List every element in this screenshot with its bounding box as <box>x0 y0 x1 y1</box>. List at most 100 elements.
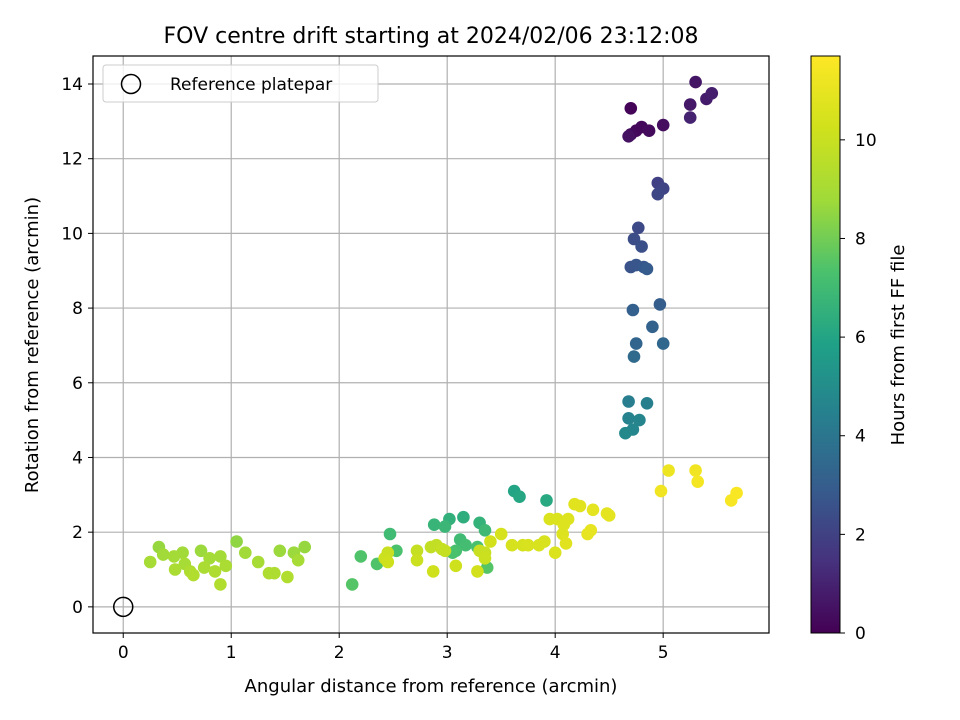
legend-entry: Reference platepar <box>170 75 332 95</box>
data-point <box>494 527 508 541</box>
data-point <box>471 565 484 578</box>
data-point <box>689 464 702 477</box>
data-point <box>622 130 635 143</box>
y-tick-label: 0 <box>72 598 83 618</box>
data-point <box>194 544 208 558</box>
data-point <box>410 553 424 567</box>
y-tick-label: 8 <box>72 299 83 319</box>
data-point <box>642 124 656 137</box>
data-point <box>197 561 211 574</box>
data-point <box>540 494 553 507</box>
data-points <box>143 75 743 591</box>
data-point <box>521 538 535 552</box>
data-point <box>629 337 643 350</box>
colorbar-tick-label: 6 <box>855 328 866 348</box>
data-point <box>691 475 704 489</box>
colorbar-label: Hours from first FF file <box>888 245 909 446</box>
data-point <box>730 486 743 500</box>
data-point <box>640 397 654 410</box>
x-tick-label: 0 <box>118 643 129 663</box>
colorbar-tick-label: 10 <box>855 131 877 151</box>
data-point <box>187 568 200 582</box>
plot-frame <box>92 55 770 634</box>
data-point <box>478 552 492 565</box>
x-tick-label: 5 <box>658 643 669 663</box>
data-point <box>622 412 635 425</box>
data-point <box>505 538 519 552</box>
data-point <box>208 565 222 578</box>
data-point <box>459 538 472 552</box>
data-point <box>426 565 440 578</box>
data-point <box>410 544 424 558</box>
legend-marker <box>120 73 142 95</box>
data-point <box>251 555 265 569</box>
y-axis-label: Rotation from reference (arcmin) <box>22 197 43 493</box>
colorbar-ticks: 0 2 4 6 8 10 <box>840 131 877 644</box>
data-point <box>632 221 645 235</box>
y-tick-label: 6 <box>72 374 83 394</box>
data-point <box>427 518 441 531</box>
x-axis-label: Angular distance from reference (arcmin) <box>245 676 618 697</box>
data-point <box>298 540 312 554</box>
x-tick-label: 4 <box>550 643 561 663</box>
y-tick-label: 4 <box>72 448 83 468</box>
y-tick-label: 2 <box>72 523 83 543</box>
y-tick-label: 12 <box>61 150 83 170</box>
x-tick-label: 2 <box>334 643 345 663</box>
data-point <box>143 555 157 569</box>
chart-title: FOV centre drift starting at 2024/02/06 … <box>164 24 699 49</box>
data-point <box>633 413 646 427</box>
data-point <box>654 484 668 498</box>
data-point <box>345 578 359 591</box>
data-point <box>689 75 702 89</box>
colorbar-tick-label: 0 <box>855 624 866 644</box>
y-tick-label: 14 <box>61 75 83 95</box>
data-point <box>239 546 252 559</box>
data-point <box>622 395 635 408</box>
data-point <box>626 303 640 317</box>
data-point <box>230 535 243 548</box>
data-point <box>291 553 305 567</box>
data-point <box>167 550 181 563</box>
x-tick-label: 3 <box>442 643 453 663</box>
data-point <box>561 512 575 526</box>
data-point <box>203 552 216 565</box>
data-point <box>584 524 598 537</box>
data-point <box>573 499 587 513</box>
data-point <box>602 509 616 522</box>
data-point <box>705 87 719 100</box>
data-point <box>619 426 632 440</box>
data-point <box>156 548 170 561</box>
colorbar-gradient <box>810 55 841 634</box>
data-point <box>548 546 562 559</box>
data-point <box>559 537 573 550</box>
data-point <box>438 520 452 533</box>
data-point <box>646 320 659 334</box>
y-tick-label: 10 <box>61 224 83 244</box>
data-point <box>449 559 463 573</box>
data-point <box>662 464 675 477</box>
data-point <box>281 570 294 584</box>
data-point <box>586 503 600 517</box>
data-point <box>438 544 452 558</box>
data-point <box>656 118 670 132</box>
data-point <box>627 350 641 363</box>
legend: Reference platepar <box>102 64 379 103</box>
data-point <box>457 510 470 524</box>
data-point <box>268 566 281 580</box>
data-point <box>214 578 227 591</box>
data-point <box>683 111 697 124</box>
data-point <box>214 550 227 563</box>
colorbar-tick-label: 8 <box>855 229 866 249</box>
data-point <box>656 337 670 350</box>
data-point <box>168 563 182 576</box>
data-point <box>381 555 395 569</box>
data-point <box>478 524 492 537</box>
data-point <box>624 102 638 115</box>
data-point <box>273 544 287 558</box>
data-point <box>219 559 233 573</box>
colorbar: 0 2 4 6 8 10 Hours from first FF file <box>810 55 909 644</box>
data-point <box>484 535 497 548</box>
